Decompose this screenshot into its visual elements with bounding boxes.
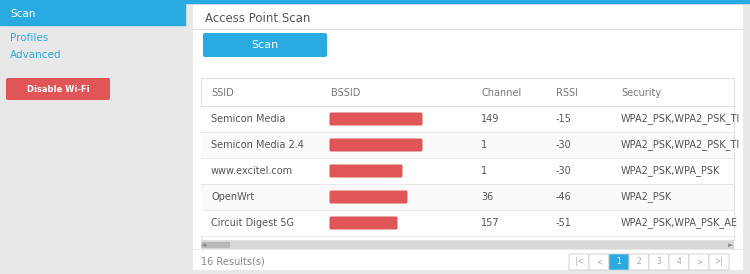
Bar [201, 132, 734, 158]
FancyBboxPatch shape [329, 216, 398, 230]
Text: 1: 1 [616, 258, 621, 267]
Bar [201, 106, 734, 132]
Text: -30: -30 [556, 166, 572, 176]
Text: Scan: Scan [10, 9, 35, 19]
Text: Disable Wi-Fi: Disable Wi-Fi [27, 84, 89, 93]
Text: ►: ► [728, 242, 734, 248]
Bar [201, 158, 734, 184]
Text: Profiles: Profiles [10, 33, 48, 43]
Text: 157: 157 [481, 218, 500, 228]
Text: WPA2_PSK,WPA_PSK_AE: WPA2_PSK,WPA_PSK_AE [621, 218, 738, 229]
FancyBboxPatch shape [329, 190, 407, 204]
FancyBboxPatch shape [609, 254, 629, 270]
Text: -46: -46 [556, 192, 572, 202]
Text: WPA2_PSK,WPA2_PSK_TI: WPA2_PSK,WPA2_PSK_TI [621, 139, 740, 150]
Bar [201, 210, 734, 236]
Bar [201, 78, 734, 240]
Text: >: > [696, 258, 702, 267]
Text: www.excitel.com: www.excitel.com [211, 166, 293, 176]
FancyBboxPatch shape [329, 138, 422, 152]
Text: Scan: Scan [251, 40, 279, 50]
Bar [0, 0, 750, 3]
Text: Access Point Scan: Access Point Scan [205, 13, 310, 25]
Text: Security: Security [621, 88, 662, 98]
FancyBboxPatch shape [203, 33, 327, 57]
Text: Advanced: Advanced [10, 50, 62, 60]
Text: -30: -30 [556, 140, 572, 150]
Text: WPA2_PSK,WPA2_PSK_TI: WPA2_PSK,WPA2_PSK_TI [621, 113, 740, 124]
Bar [193, 5, 742, 269]
Text: -51: -51 [556, 218, 572, 228]
FancyBboxPatch shape [689, 254, 709, 270]
Text: WPA2_PSK: WPA2_PSK [621, 192, 672, 202]
Text: Semicon Media: Semicon Media [211, 114, 285, 124]
FancyBboxPatch shape [669, 254, 689, 270]
Bar [0, 3, 185, 274]
FancyBboxPatch shape [329, 113, 422, 125]
Text: >|: >| [715, 258, 724, 267]
FancyBboxPatch shape [6, 78, 110, 100]
Text: Channel: Channel [481, 88, 521, 98]
Text: WPA2_PSK,WPA_PSK: WPA2_PSK,WPA_PSK [621, 165, 720, 176]
FancyBboxPatch shape [329, 164, 403, 178]
Bar [201, 241, 734, 249]
Text: Circuit Digest 5G: Circuit Digest 5G [211, 218, 294, 228]
Text: 36: 36 [481, 192, 494, 202]
Text: RSSI: RSSI [556, 88, 578, 98]
Bar [201, 184, 734, 210]
Text: 1: 1 [481, 140, 488, 150]
FancyBboxPatch shape [569, 254, 589, 270]
Text: BSSID: BSSID [331, 88, 360, 98]
Text: |<: |< [574, 258, 584, 267]
Text: OpenWrt: OpenWrt [211, 192, 254, 202]
Text: 16 Results(s): 16 Results(s) [201, 256, 265, 266]
Text: ◄: ◄ [201, 242, 206, 248]
Bar [0, 3, 185, 25]
Text: 4: 4 [676, 258, 682, 267]
Text: Semicon Media 2.4: Semicon Media 2.4 [211, 140, 304, 150]
Text: 1: 1 [481, 166, 488, 176]
Text: 2: 2 [637, 258, 641, 267]
Text: SSID: SSID [211, 88, 234, 98]
Text: 3: 3 [656, 258, 662, 267]
FancyBboxPatch shape [709, 254, 729, 270]
Text: <: < [596, 258, 602, 267]
FancyBboxPatch shape [629, 254, 649, 270]
Text: -15: -15 [556, 114, 572, 124]
Text: 149: 149 [481, 114, 500, 124]
FancyBboxPatch shape [589, 254, 609, 270]
FancyBboxPatch shape [649, 254, 669, 270]
Bar [202, 242, 230, 248]
